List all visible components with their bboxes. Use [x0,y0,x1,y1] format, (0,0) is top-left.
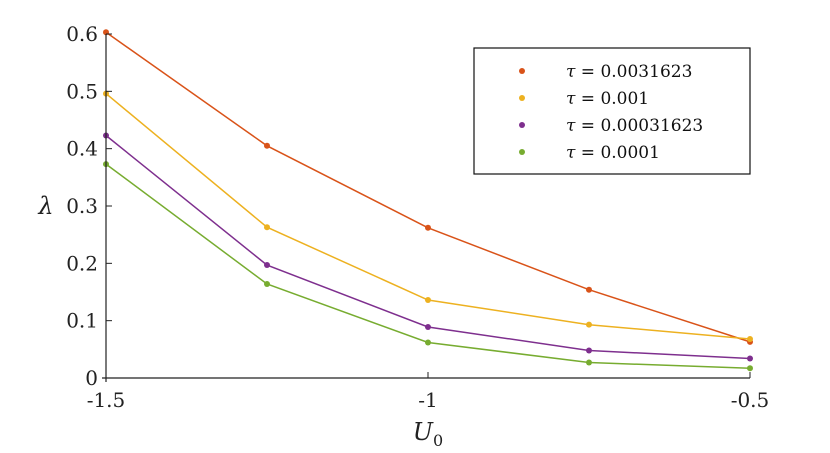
legend-marker [519,68,525,74]
axes-layer: 0 0.1 0.2 0.3 0.4 0.5 0.6 -1.5 -1 -0.5 [66,22,769,412]
data-point [264,280,270,287]
y-tick-label: 0.2 [66,251,98,275]
legend-item: τ = 0.0001 [519,143,660,163]
x-axis-label: U0 [413,418,443,450]
legend-label: τ = 0.0031623 [566,62,692,82]
data-point [586,321,592,328]
series-line [105,163,751,370]
data-point [747,355,753,362]
y-tick-label: 0.6 [66,22,98,46]
legend-item: τ = 0.00031623 [519,116,703,136]
legend-label: τ = 0.00031623 [566,116,703,136]
y-tick-label: 0 [85,366,98,390]
y-tick-label: 0.3 [66,194,98,218]
series-3 [103,132,753,362]
data-point [747,365,753,372]
data-point [586,286,592,293]
y-tick-label: 0.4 [66,137,98,161]
data-point [264,224,270,231]
data-point [425,224,431,231]
series-4 [103,161,753,372]
legend-marker [519,149,525,155]
y-tick-label: 0.1 [66,309,98,333]
legend: τ = 0.0031623 τ = 0.001 τ = 0.00031623 τ = … [473,47,751,175]
legend-marker [519,95,525,101]
legend-item: τ = 0.0031623 [519,62,692,82]
data-point [425,323,431,330]
legend-label: τ = 0.001 [566,89,649,109]
legend-marker [519,122,525,128]
legend-item: τ = 0.001 [519,89,649,109]
x-axis-label-subscript: 0 [433,431,443,450]
series-layer [103,29,753,372]
data-point [264,142,270,149]
series-2 [103,90,753,343]
x-tick-label: -0.5 [731,388,770,412]
data-point [264,262,270,269]
data-point [586,347,592,354]
x-tick-label: -1.5 [87,388,126,412]
x-axis-label-main: U [413,418,434,446]
legend-label: τ = 0.0001 [566,143,660,163]
data-point [747,336,753,343]
data-point [425,339,431,346]
x-tick-label: -1 [418,388,437,412]
data-point [586,359,592,366]
data-point [425,297,431,304]
y-tick-label: 0.5 [66,79,98,103]
y-axis-label: λ [37,192,53,220]
